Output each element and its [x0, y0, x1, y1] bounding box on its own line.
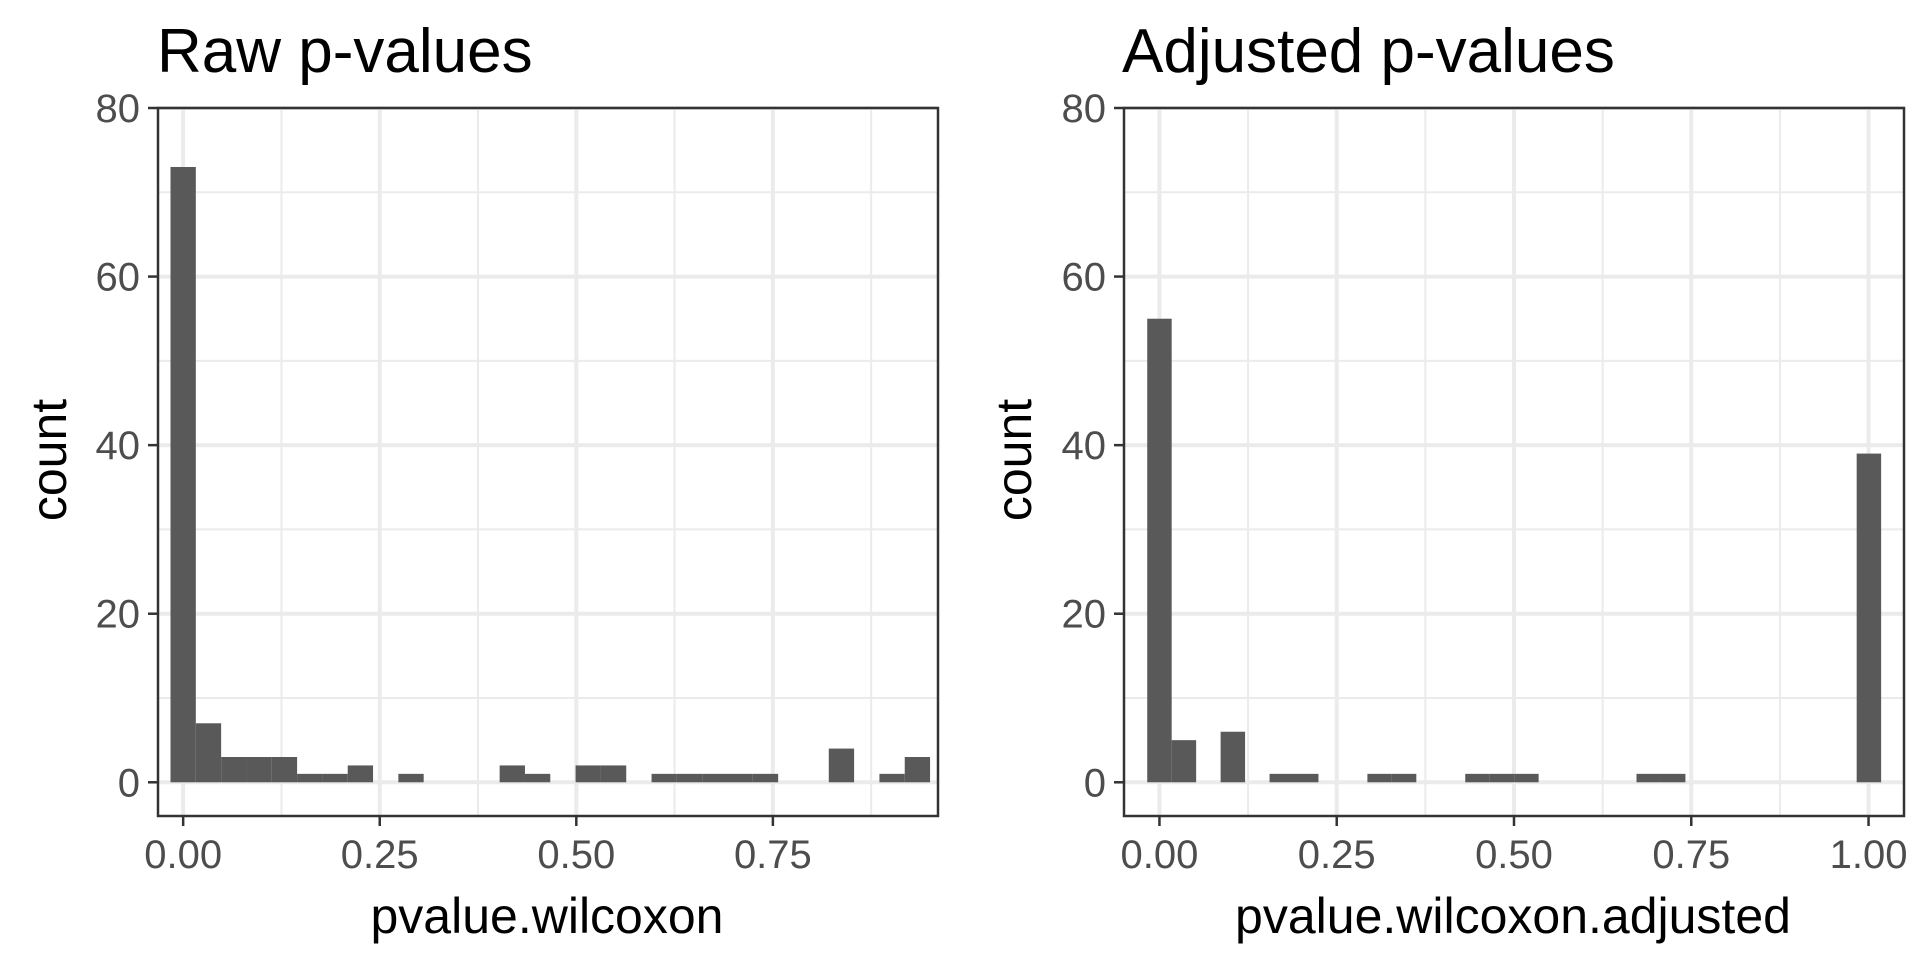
y-tick-label: 40 — [96, 424, 141, 468]
histogram-bar — [1220, 731, 1246, 783]
y-tick-label: 60 — [96, 256, 141, 300]
histogram-bar — [1660, 773, 1686, 783]
x-tick-label: 0.50 — [1475, 833, 1553, 877]
histogram-bar — [727, 773, 753, 783]
plot-area: 0.00 0.25 0.50 0.75 1.00 0 20 40 60 80 — [1062, 87, 1908, 877]
histogram-bar — [575, 765, 601, 783]
y-tick-label: 60 — [1062, 256, 1107, 300]
x-tick-label: 0.25 — [1298, 833, 1376, 877]
histogram-bar — [170, 167, 196, 783]
histogram-bar — [246, 757, 272, 783]
histogram-bar — [676, 773, 703, 783]
x-tick-label: 0.25 — [341, 833, 419, 877]
histogram-bar — [600, 765, 627, 783]
histogram-bar — [524, 773, 551, 783]
x-tick-label: 0.75 — [1652, 833, 1730, 877]
y-tick-label: 80 — [1062, 87, 1107, 131]
adjusted-pvalues-panel: Adjusted p-values count pvalue.wilcoxon.… — [986, 17, 1907, 944]
histogram-bar — [1147, 318, 1172, 783]
histogram-bar — [271, 757, 298, 783]
y-axis-title: count — [21, 399, 77, 521]
x-tick-label: 1.00 — [1830, 833, 1908, 877]
y-axis-title: count — [986, 399, 1042, 521]
y-tick-label: 0 — [118, 761, 140, 805]
histogram-bar — [1465, 773, 1490, 783]
x-axis-title: pvalue.wilcoxon — [371, 888, 724, 944]
histogram-bar — [702, 773, 728, 783]
histogram-bar — [828, 748, 855, 783]
x-tick-label: 0.75 — [734, 833, 812, 877]
histogram-bar — [347, 765, 374, 783]
histogram-bar — [1856, 453, 1882, 783]
y-tick-label: 0 — [1084, 761, 1106, 805]
x-axis-title: pvalue.wilcoxon.adjusted — [1235, 888, 1791, 944]
histogram-bar — [322, 773, 348, 783]
raw-pvalues-panel: Raw p-values count pvalue.wilcoxon 0.00 0… — [21, 17, 940, 944]
y-tick-label: 40 — [1062, 424, 1107, 468]
histogram-bar — [1514, 773, 1539, 783]
chart-title: Raw p-values — [157, 17, 533, 86]
x-tick-label: 0.00 — [144, 833, 222, 877]
x-tick-label: 0.50 — [537, 833, 615, 877]
histogram-bar — [1171, 740, 1197, 783]
histogram-bar — [398, 773, 424, 783]
chart-title: Adjusted p-values — [1122, 17, 1615, 86]
histogram-bar — [221, 757, 247, 783]
histogram-bar — [904, 757, 931, 783]
histogram-bar — [499, 765, 525, 783]
histogram-bar — [1489, 773, 1515, 783]
histogram-bar — [651, 773, 677, 783]
histogram-bar — [752, 773, 779, 783]
histogram-bar — [879, 773, 905, 783]
panel-border — [156, 106, 940, 818]
y-tick-label: 20 — [96, 593, 141, 637]
histogram-bar — [1636, 773, 1661, 783]
x-tick-label: 0.00 — [1121, 833, 1199, 877]
histogram-bar — [1269, 773, 1295, 783]
histogram-bar — [1391, 773, 1417, 783]
y-tick-label: 80 — [96, 87, 141, 131]
y-tick-label: 20 — [1062, 593, 1107, 637]
histogram-bar — [195, 723, 222, 783]
histogram-bar — [1294, 773, 1319, 783]
histogram-bar — [1367, 773, 1392, 783]
plot-area: 0.00 0.25 0.50 0.75 0 20 40 60 80 — [96, 87, 940, 877]
histogram-bar — [297, 773, 323, 783]
